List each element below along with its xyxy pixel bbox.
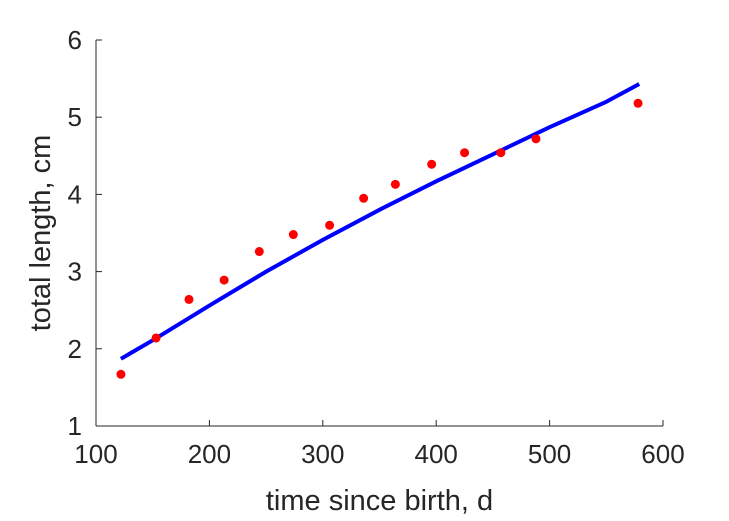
x-tick-label: 100 (74, 439, 117, 469)
data-point (151, 333, 161, 343)
y-ticks: 1 2 3 4 5 6 (68, 25, 102, 441)
data-point (460, 148, 470, 158)
data-point (219, 275, 229, 285)
x-tick-label: 400 (415, 439, 458, 469)
axes (95, 40, 663, 427)
x-tick-label: 200 (188, 439, 231, 469)
plot-series (116, 82, 643, 379)
x-tick-label: 500 (528, 439, 571, 469)
data-point (427, 159, 437, 169)
y-tick-label: 6 (68, 25, 82, 55)
y-axis-label: total length, cm (25, 135, 57, 332)
data-point (531, 134, 541, 144)
data-point (390, 179, 400, 189)
y-tick-label: 5 (68, 102, 82, 132)
y-tick-label: 4 (68, 179, 82, 209)
x-tick-label: 600 (641, 439, 684, 469)
fit-curve-line (119, 82, 641, 361)
x-axis-label: time since birth, d (266, 485, 493, 517)
data-point (633, 98, 643, 108)
data-point (254, 247, 264, 257)
data-point (288, 230, 298, 240)
data-point (325, 220, 335, 230)
data-point (496, 148, 506, 158)
y-tick-label: 2 (68, 334, 82, 364)
data-point (359, 193, 369, 203)
data-point (116, 369, 126, 379)
data-point (184, 294, 194, 304)
x-ticks: 100 200 300 400 500 600 (74, 420, 685, 469)
y-tick-label: 3 (68, 257, 82, 287)
y-tick-label: 1 (68, 411, 82, 441)
x-tick-label: 300 (301, 439, 344, 469)
